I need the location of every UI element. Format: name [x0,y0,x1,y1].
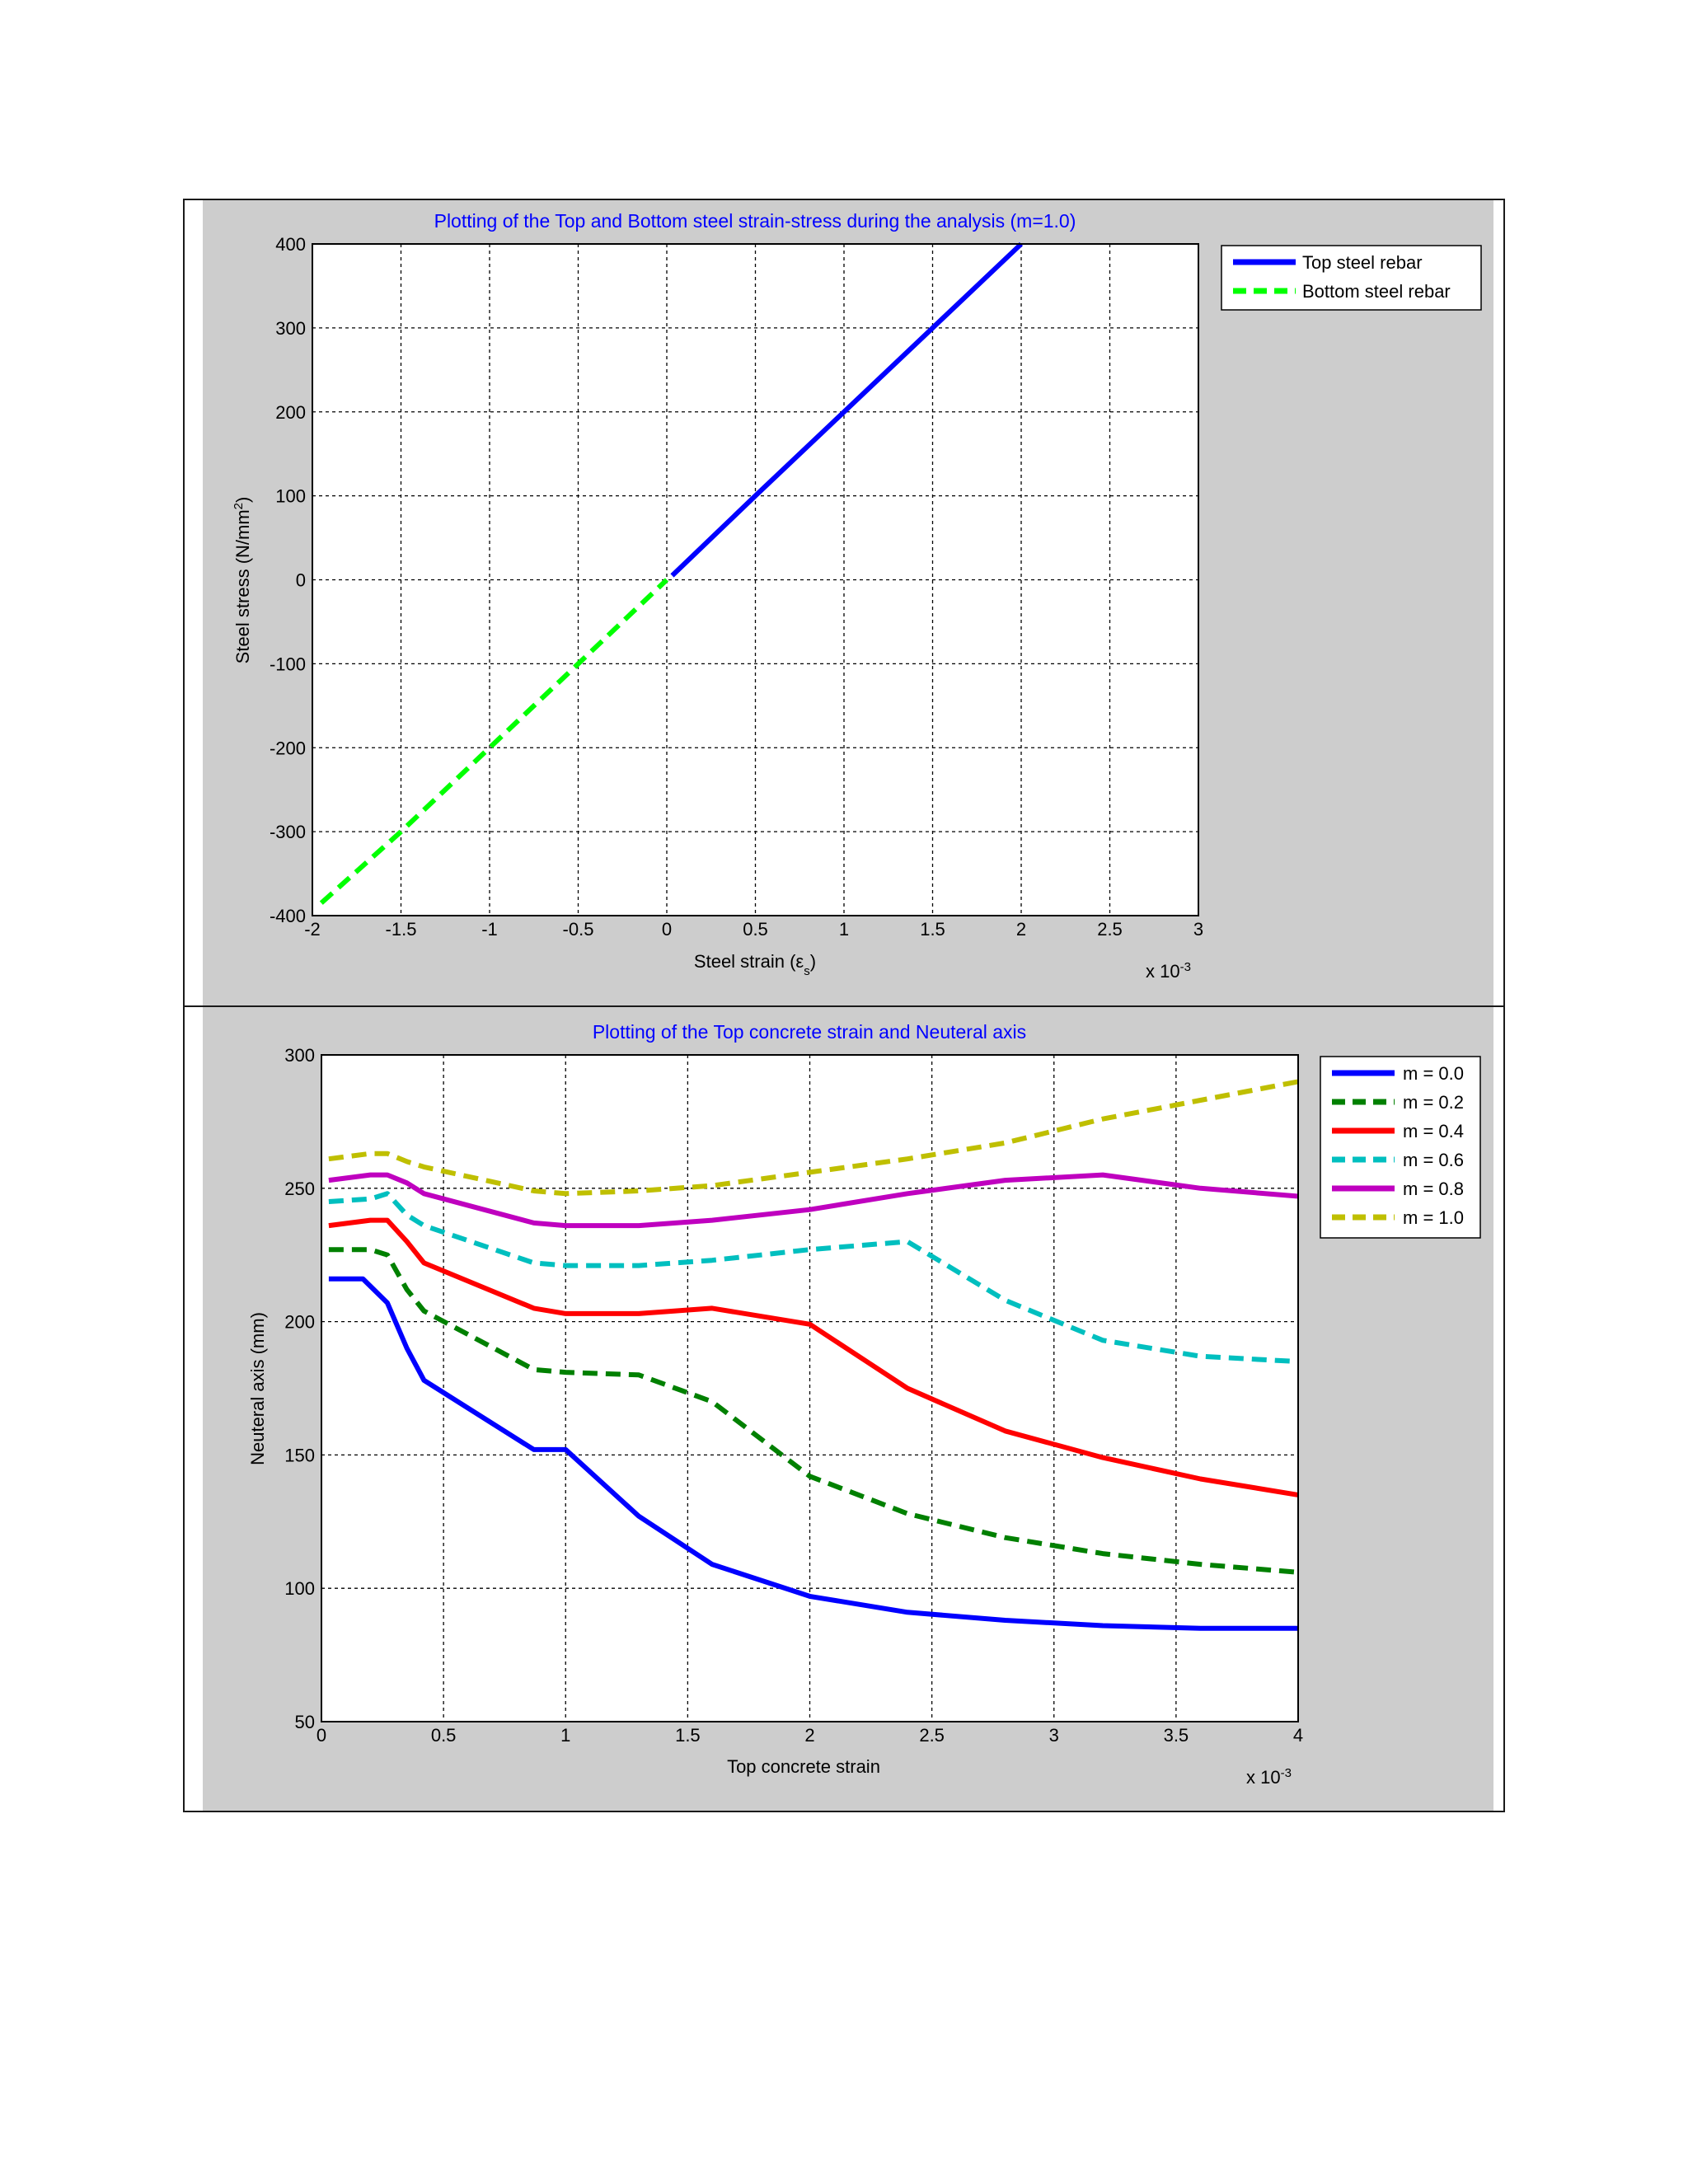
grid-lines [321,1055,1298,1722]
plot-border [321,1054,1299,1722]
x-tick-label: 2 [1016,919,1026,940]
y-tick-label: -300 [270,822,306,842]
x-tick-label: 3 [1049,1725,1059,1746]
neutral-axis-chart: 0 0.5 1 1.5 2 2.5 3 3.5 4 300 250 200 150 100 50 Plot… [247,1021,1481,1788]
x-tick-label: 0 [316,1725,326,1746]
plot-border [312,243,1199,916]
series-line-bottom-steel-rebar [319,578,669,905]
x-axis-multiplier: x 10-3 [1246,1766,1292,1788]
series-lines [319,241,1024,905]
y-tick-label: 0 [296,570,306,591]
y-tick-label: 50 [295,1712,315,1732]
legend-label-top-steel: Top steel rebar [1302,252,1423,273]
x-tick-label: 1.5 [675,1725,701,1746]
chart-title: Plotting of the Top and Bottom steel str… [434,210,1076,232]
x-tick-label: 4 [1293,1725,1303,1746]
legend-label-m-0-6: m = 0.6 [1403,1150,1464,1170]
x-tick-label: 1 [560,1725,570,1746]
series-line-m-0-8 [328,1172,1299,1229]
legend-label-m-0-2: m = 0.2 [1403,1092,1464,1113]
y-tick-label: 400 [275,234,306,255]
legend-label-m-0-8: m = 0.8 [1403,1179,1464,1199]
legend: Top steel rebar Bottom steel rebar [1221,245,1482,311]
x-tick-label: 3 [1193,919,1203,940]
x-tick-label: 0.5 [431,1725,457,1746]
x-tick-label: -1 [481,919,498,940]
y-tick-label: 100 [284,1578,315,1599]
y-tick-label: 150 [284,1445,315,1465]
x-tick-label: 1 [839,919,849,940]
y-axis-label: Neuteral axis (mm) [247,1312,268,1465]
legend-box [1320,1056,1481,1239]
series-line-m-0-4 [328,1217,1299,1497]
legend-label-m-1-0: m = 1.0 [1403,1207,1464,1228]
chart-title: Plotting of the Top concrete strain and … [593,1021,1026,1043]
y-tick-label: 300 [284,1045,315,1066]
series-line-m-0-0 [328,1276,1298,1631]
x-tick-label: -1.5 [386,919,417,940]
y-tick-label: 100 [275,486,306,507]
series-lines [328,1079,1299,1631]
y-tick-label: -100 [270,654,306,674]
x-tick-labels: 0 0.5 1 1.5 2 2.5 3 3.5 4 [316,1725,1303,1746]
x-axis-multiplier: x 10-3 [1146,960,1191,982]
x-tick-label: 3.5 [1164,1725,1189,1746]
x-tick-label: -2 [304,919,321,940]
x-axis-label: Top concrete strain [727,1756,880,1777]
y-axis-label: Steel stress (N/mm2) [232,497,254,664]
y-tick-labels: 300 250 200 150 100 50 [284,1045,315,1732]
y-tick-label: -200 [270,738,306,758]
series-line-m-1-0 [328,1079,1299,1197]
x-axis-label: Steel strain (εs) [694,951,816,978]
series-line-m-0-6 [328,1191,1299,1365]
x-tick-label: 2 [804,1725,814,1746]
x-tick-label: 2.5 [1097,919,1123,940]
legend-label-m-0-0: m = 0.0 [1403,1063,1464,1084]
x-tick-label: -0.5 [563,919,594,940]
legend-label-m-0-4: m = 0.4 [1403,1121,1464,1141]
y-tick-label: -400 [270,906,306,926]
x-tick-label: 0 [662,919,672,940]
figure-divider [183,1005,1505,1007]
y-tick-label: 300 [275,318,306,339]
legend: m = 0.0 m = 0.2 m = 0.4 m = 0.6 m = 0.8 m = 1… [1320,1056,1481,1239]
x-tick-label: 2.5 [919,1725,945,1746]
series-line-m-0-2 [328,1247,1299,1575]
series-line-top-steel-rebar [670,241,1024,578]
y-tick-label: 250 [284,1179,315,1199]
legend-label-bottom-steel: Bottom steel rebar [1302,281,1451,302]
y-tick-label: 200 [275,402,306,423]
x-tick-label: 1.5 [920,919,945,940]
legend-box [1221,245,1482,311]
steel-strain-stress-chart: -2 -1.5 -1 -0.5 0 0.5 1 1.5 2 2.5 3 4003002001000-… [232,210,1482,982]
y-tick-labels: 400 300 200 100 0 -100 -200 -300 -400 [270,234,306,926]
x-tick-labels: -2 -1.5 -1 -0.5 0 0.5 1 1.5 2 2.5 3 [304,919,1203,940]
x-tick-label: 0.5 [743,919,768,940]
y-tick-label: 200 [284,1312,315,1333]
